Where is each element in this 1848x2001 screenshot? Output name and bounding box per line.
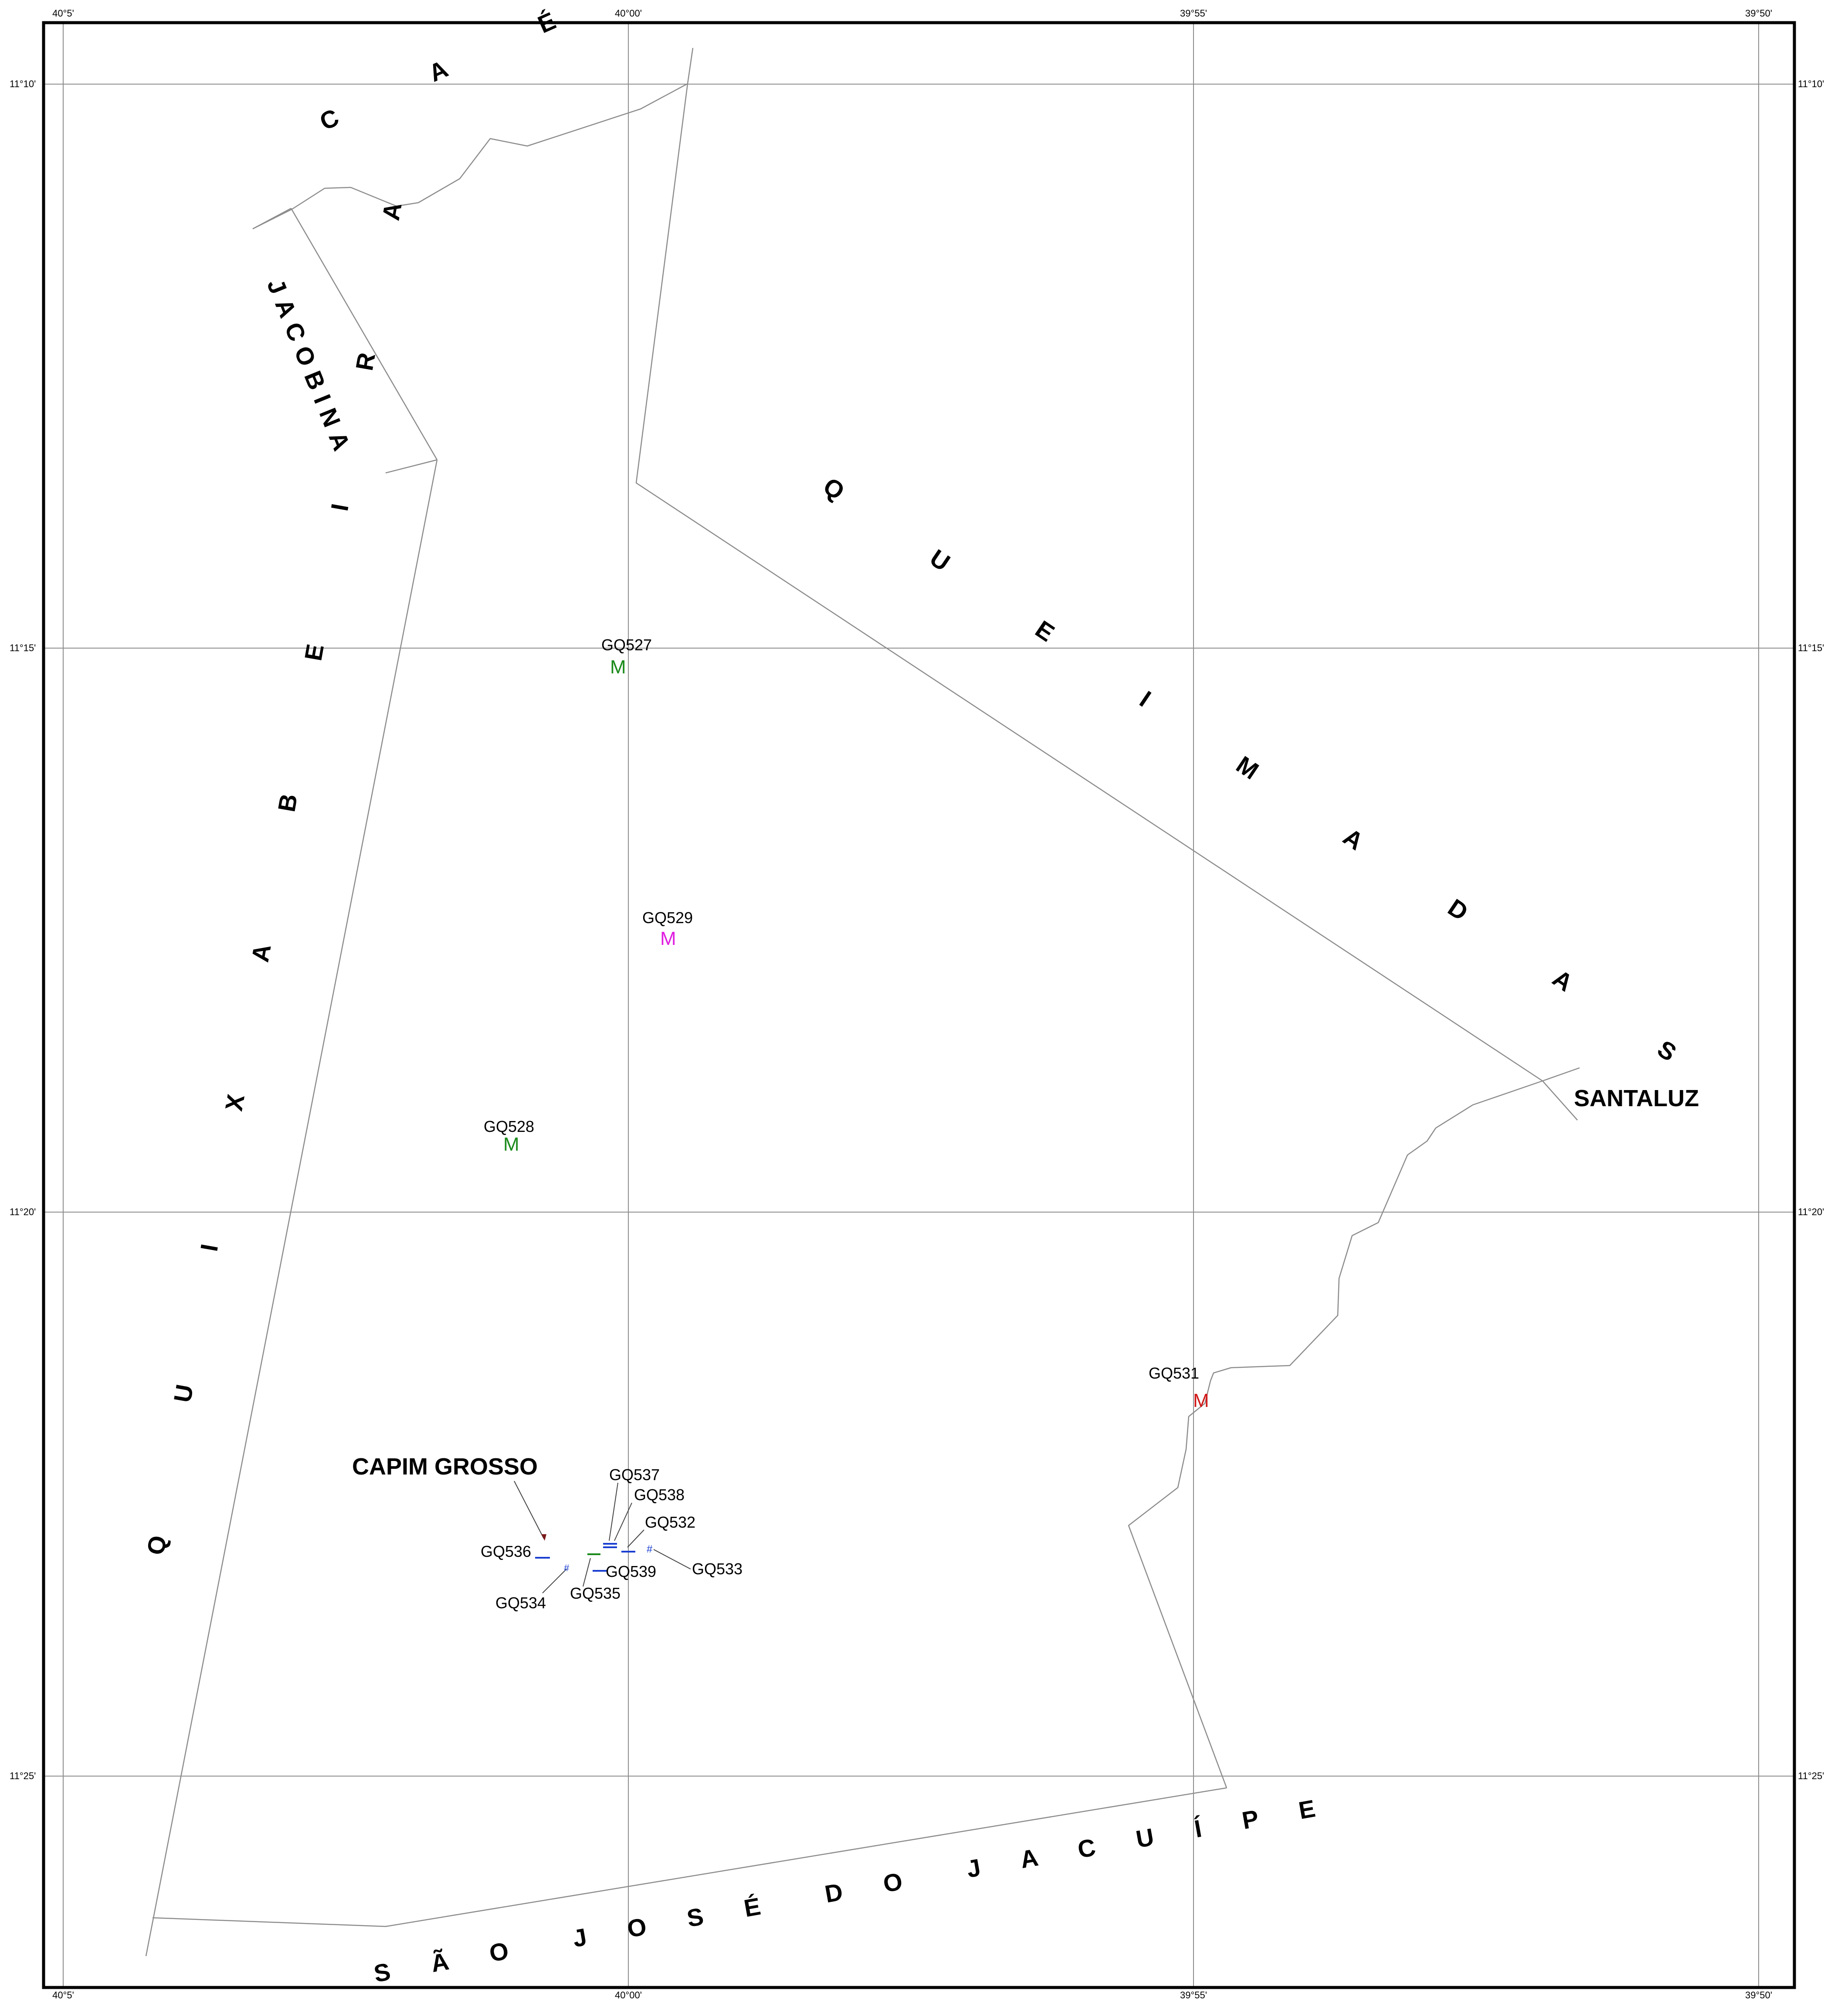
sample-label-gq533: GQ533 (692, 1560, 743, 1578)
sample-label-gq539: GQ539 (606, 1563, 656, 1580)
tick-top-40-5: 40°5' (52, 8, 74, 19)
boundary-sao-jose (152, 1787, 1227, 1927)
tick-top-40-00: 40°00' (615, 8, 642, 19)
tick-right-11-10: 11°10' (1798, 78, 1824, 89)
sample-symbol-gq533: # (647, 1543, 653, 1555)
boundary-jacobina (290, 208, 438, 460)
boundary-quixabeira (145, 459, 438, 1957)
tick-right-11-20: 11°20' (1798, 1206, 1824, 1217)
leader-gq535 (583, 1558, 591, 1587)
sample-label-gq538: GQ538 (634, 1486, 685, 1504)
sample-label-gq535: GQ535 (570, 1584, 621, 1602)
tick-left-11-10: 11°10' (10, 78, 36, 89)
coordinate-grid (44, 23, 1794, 1987)
latitude-ticks-left: 11°10' 11°15' 11°20' 11°25' (10, 78, 36, 1781)
leader-gq534 (542, 1569, 567, 1593)
leader-gq537 (609, 1482, 618, 1541)
latitude-ticks-right: 11°10' 11°15' 11°20' 11°25' (1798, 78, 1824, 1781)
sample-label-gq537: GQ537 (609, 1466, 660, 1484)
town-label-santaluz: SANTALUZ (1574, 1085, 1699, 1111)
sample-symbol-gq531: M (1193, 1390, 1209, 1411)
sample-points: GQ527 M GQ529 M GQ528 M GQ531 M GQ537 GQ… (481, 636, 1209, 1612)
tick-right-11-25: 11°25' (1798, 1770, 1824, 1781)
boundary-caem-spur (252, 207, 292, 230)
capim-grosso-marker (541, 1534, 546, 1541)
sample-label-gq527: GQ527 (601, 636, 652, 654)
map-frame (42, 21, 1796, 1989)
leader-gq533 (653, 1549, 691, 1570)
sample-label-gq531: GQ531 (1149, 1364, 1199, 1382)
municipal-boundaries (145, 48, 1580, 1957)
sample-symbol-gq534: # (564, 1563, 570, 1573)
tick-top-39-50: 39°50' (1745, 8, 1772, 19)
leader-gq532 (627, 1529, 644, 1548)
capim-grosso-leader (514, 1481, 544, 1539)
boundary-caem-north (252, 48, 694, 230)
tick-top-39-55: 39°55' (1180, 8, 1207, 19)
sample-symbol-gq529: M (660, 928, 676, 949)
sample-label-gq528: GQ528 (484, 1118, 534, 1135)
sample-label-gq529: GQ529 (642, 909, 693, 927)
tick-bottom-39-50: 39°50' (1745, 1990, 1772, 2001)
tick-left-11-25: 11°25' (10, 1770, 36, 1781)
tick-bottom-39-55: 39°55' (1180, 1990, 1207, 2001)
tick-bottom-40-00: 40°00' (615, 1990, 642, 2001)
boundary-queimadas (635, 83, 1578, 1121)
sample-label-gq534: GQ534 (495, 1594, 546, 1612)
longitude-ticks-top: 40°5' 40°00' 39°55' 39°50' (52, 8, 1772, 19)
sample-symbol-gq527: M (610, 656, 626, 678)
boundary-queimadas-spur (1542, 1067, 1580, 1082)
longitude-ticks-bottom: 40°5' 40°00' 39°55' 39°50' (52, 1990, 1772, 2001)
sample-label-gq532: GQ532 (645, 1513, 695, 1531)
sample-symbol-gq528: M (503, 1134, 519, 1155)
town-label-capim-grosso: CAPIM GROSSO (352, 1454, 538, 1480)
sample-label-gq536: GQ536 (481, 1542, 531, 1560)
tick-left-11-15: 11°15' (10, 642, 36, 653)
tick-bottom-40-5: 40°5' (52, 1990, 74, 2001)
boundary-santaluz (1128, 1080, 1543, 1788)
leader-gq538 (614, 1502, 632, 1541)
tick-right-11-15: 11°15' (1798, 642, 1824, 653)
tick-left-11-20: 11°20' (10, 1206, 36, 1217)
boundary-jacobina-spur (385, 459, 437, 474)
